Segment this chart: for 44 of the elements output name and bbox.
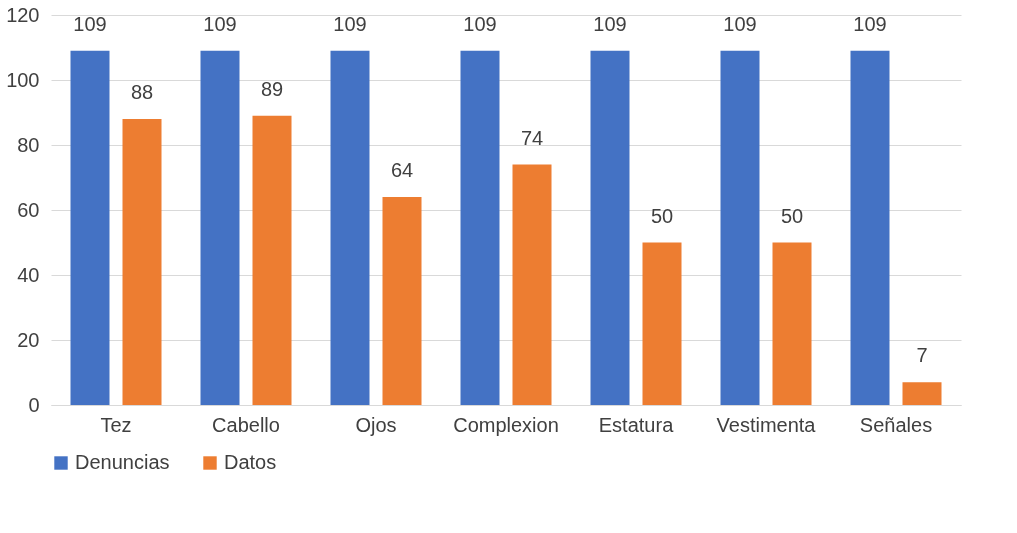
bar	[200, 50, 240, 405]
data-label: 50	[650, 204, 674, 227]
bar	[70, 50, 110, 405]
legend-label: Datos	[224, 451, 277, 473]
bar	[512, 164, 552, 405]
x-tick-label: Señales	[859, 413, 933, 436]
y-tick-label: 120	[6, 3, 40, 26]
legend-label: Denuncias	[75, 451, 170, 473]
data-label: 109	[463, 12, 497, 35]
data-label: 109	[333, 12, 367, 35]
y-tick-label: 80	[17, 133, 40, 156]
bar	[720, 50, 760, 405]
x-tick-label: Complexion	[453, 413, 559, 436]
x-tick-label: Estatura	[598, 413, 675, 436]
data-label: 74	[520, 126, 544, 149]
data-label: 109	[73, 12, 107, 35]
x-tick-label: Cabello	[212, 413, 280, 436]
bar	[590, 50, 630, 405]
bar	[460, 50, 500, 405]
y-tick-label: 60	[17, 198, 40, 221]
bar	[330, 50, 370, 405]
x-tick-label: Ojos	[355, 413, 397, 436]
data-label: 50	[780, 204, 804, 227]
y-tick-label: 100	[6, 68, 40, 91]
data-label: 109	[203, 12, 237, 35]
data-label: 64	[390, 159, 414, 181]
bar	[252, 115, 292, 405]
bar	[642, 242, 682, 405]
bar	[382, 197, 422, 405]
data-label: 109	[723, 12, 757, 35]
y-tick-label: 40	[17, 263, 40, 286]
x-tick-label: Tez	[100, 413, 132, 436]
bar	[772, 242, 812, 405]
bar	[850, 50, 890, 405]
data-label: 109	[853, 12, 887, 35]
y-tick-label: 0	[28, 393, 40, 416]
data-label: 88	[130, 81, 154, 103]
x-tick-label: Vestimenta	[716, 413, 817, 436]
data-label: 109	[593, 12, 627, 35]
data-label: 7	[916, 344, 928, 367]
y-tick-label: 20	[17, 328, 40, 351]
bar	[902, 382, 942, 405]
data-label: 89	[260, 77, 284, 100]
bar	[122, 119, 162, 405]
